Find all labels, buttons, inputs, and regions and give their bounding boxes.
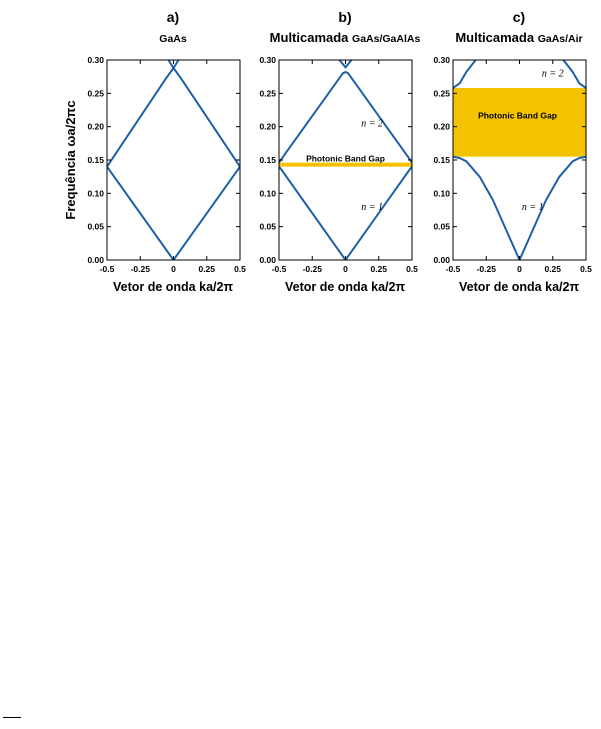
x-tick-label: 0.5 — [406, 264, 418, 274]
x-tick-label: 0.25 — [544, 264, 561, 274]
band-curve-1 — [279, 166, 412, 260]
band-gap-region — [279, 162, 412, 167]
band-curve-1 — [453, 155, 586, 260]
band-gap-label: Photonic Band Gap — [306, 154, 385, 164]
y-tick-label: 0.05 — [259, 222, 276, 232]
x-tick-label: -0.5 — [272, 264, 287, 274]
y-tick-label: 0.05 — [87, 222, 104, 232]
band-index-label: n = 2 — [361, 119, 383, 130]
y-tick-label: 0.15 — [433, 155, 450, 165]
x-tick-label: 0 — [343, 264, 348, 274]
y-tick-label: 0.30 — [87, 55, 104, 65]
band-index-label: n = 2 — [542, 69, 564, 80]
y-tick-label: 0.00 — [259, 255, 276, 265]
band-curve-3 — [167, 60, 180, 69]
y-tick-label: 0.25 — [433, 88, 450, 98]
panel-label: b) — [338, 9, 351, 25]
x-tick-label: -0.5 — [100, 264, 115, 274]
y-tick-label: 0.10 — [259, 188, 276, 198]
panel-title-material: GaAs/Air — [538, 33, 583, 45]
y-tick-label: 0.15 — [259, 155, 276, 165]
y-tick-label: 0.20 — [259, 122, 276, 132]
y-tick-label: 0.20 — [87, 122, 104, 132]
x-tick-label: -0.25 — [131, 264, 151, 274]
panel-title-material: GaAs — [159, 33, 187, 45]
band-index-label: n = 1 — [522, 202, 544, 213]
y-tick-label: 0.15 — [87, 155, 104, 165]
band-gap-label: Photonic Band Gap — [478, 110, 557, 120]
x-tick-label: 0.5 — [580, 264, 592, 274]
x-axis-title: Vetor de onda ka/2π — [113, 280, 233, 294]
y-tick-label: 0.20 — [433, 122, 450, 132]
panel-title-material: GaAs/GaAlAs — [352, 33, 420, 45]
panel-title: Multicamada GaAs/GaAlAs — [270, 30, 421, 45]
y-tick-label: 0.10 — [433, 188, 450, 198]
plot-frame — [106, 59, 241, 261]
panel-title-prefix: Multicamada — [455, 30, 537, 45]
band-curve-3 — [338, 60, 353, 69]
band-index-label: n = 1 — [361, 202, 383, 213]
footnote-rule — [3, 717, 21, 718]
panel-2: b) Multicamada GaAs/GaAlAs Photonic Band G… — [259, 9, 420, 294]
x-tick-label: 0.25 — [198, 264, 215, 274]
panel-title-prefix: Multicamada — [270, 30, 352, 45]
x-tick-label: 0 — [517, 264, 522, 274]
panel-title: Multicamada GaAs/Air — [455, 30, 582, 45]
x-tick-label: -0.5 — [446, 264, 461, 274]
band-gap-region — [453, 88, 586, 157]
y-tick-label: 0.10 — [87, 188, 104, 198]
y-tick-label: 0.25 — [87, 88, 104, 98]
panel-1: a) GaAs 0.00 0.05 0.10 0.15 0.20 0.25 0.30 -0.5 -0… — [87, 9, 246, 274]
band-curve-2 — [107, 67, 240, 168]
band-curve-2 — [279, 71, 412, 164]
x-tick-label: 0.25 — [370, 264, 387, 274]
x-tick-label: -0.25 — [303, 264, 323, 274]
y-axis-title: Frequência ωa/2πc — [63, 100, 78, 219]
panel-label: c) — [513, 9, 525, 25]
x-tick-label: 0 — [171, 264, 176, 274]
panel-3: c) Multicamada GaAs/Air Photonic Band Gap 0… — [433, 9, 592, 294]
y-tick-label: 0.00 — [87, 255, 104, 265]
x-axis-title: Vetor de onda ka/2π — [285, 280, 405, 294]
x-tick-label: -0.25 — [477, 264, 497, 274]
band-curve-1 — [107, 166, 240, 260]
y-tick-label: 0.30 — [259, 55, 276, 65]
y-tick-label: 0.00 — [433, 255, 450, 265]
x-tick-label: 0.5 — [234, 264, 246, 274]
y-tick-label: 0.05 — [433, 222, 450, 232]
panel-label: a) — [167, 9, 179, 25]
band-curve-2 — [453, 60, 477, 89]
y-tick-label: 0.25 — [259, 88, 276, 98]
x-axis-title: Vetor de onda ka/2π — [459, 280, 579, 294]
band-curve-3 — [562, 60, 586, 89]
panel-title: GaAs — [159, 33, 187, 45]
y-tick-label: 0.30 — [433, 55, 450, 65]
